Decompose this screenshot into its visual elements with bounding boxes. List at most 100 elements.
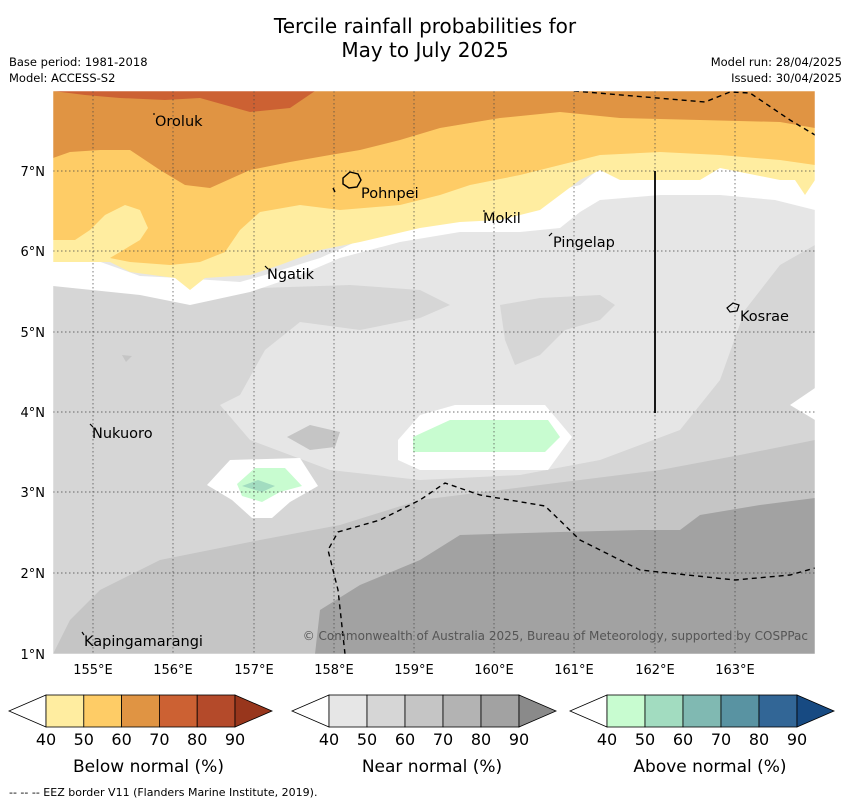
nukuoro-marker-icon: [89, 423, 94, 428]
below-normal-colorbar-swatch: [158, 694, 198, 728]
above-normal-colorbar-label: 40: [597, 730, 617, 749]
near-normal-70-zone: [315, 498, 815, 654]
mokil-marker-icon: [483, 210, 485, 212]
near-normal-colorbar-label: 40: [319, 730, 339, 749]
ngatik-marker-icon: [264, 265, 269, 270]
below-normal-colorbar-swatch: [196, 694, 236, 728]
near-normal-colorbar-label: 70: [433, 730, 453, 749]
above-normal-colorbar-label: 90: [787, 730, 807, 749]
neutral-band-north: [53, 165, 815, 305]
lon-tick-163: 163°E: [715, 663, 755, 678]
near-normal-colorbar-swatch: [328, 694, 368, 728]
below-normal-colorbar-label: 60: [111, 730, 131, 749]
place-label-kapingamarangi: Kapingamarangi: [84, 634, 203, 650]
near-normal-50-patch: [500, 295, 615, 365]
near-normal-colorbar-label: 60: [395, 730, 415, 749]
eez-footer-note: -- -- -- EEZ border V11 (Flanders Marine…: [9, 786, 318, 799]
issued-date: Issued: 30/04/2025: [731, 71, 842, 85]
above-normal-colorbar-low-arrow: [568, 694, 608, 728]
above-normal-colorbar-label: 80: [749, 730, 769, 749]
place-label-kosrae: Kosrae: [740, 309, 789, 325]
lat-tick-4: 4°N: [21, 406, 46, 421]
near-normal-60-speck: [122, 355, 132, 362]
below-normal-colorbar-label: 40: [36, 730, 56, 749]
below-normal-colorbar-label: 80: [187, 730, 207, 749]
ant-atoll-icon: [332, 187, 336, 193]
above-normal-colorbar-swatch: [758, 694, 798, 728]
lon-tick-155: 155°E: [73, 663, 113, 678]
place-label-ngatik: Ngatik: [267, 267, 315, 283]
neutral-patch-east: [790, 388, 815, 420]
below-normal-colorbar-swatch: [45, 694, 85, 728]
pingelap-marker-icon: [548, 232, 553, 237]
base-period: Base period: 1981-2018: [9, 55, 148, 69]
above-normal-colorbar-label: 60: [673, 730, 693, 749]
model-name: Model: ACCESS-S2: [9, 71, 116, 85]
below-normal-colorbar-title: Below normal (%): [73, 757, 224, 777]
near-normal-colorbar-swatch: [442, 694, 482, 728]
below-normal-colorbar-high-arrow: [234, 694, 274, 728]
near-normal-colorbar-label: 90: [509, 730, 529, 749]
place-label-pingelap: Pingelap: [553, 235, 615, 251]
near-normal-colorbar-swatch: [404, 694, 444, 728]
below-normal-colorbar-swatch: [83, 694, 123, 728]
below-normal-colorbar-label: 90: [225, 730, 245, 749]
near-normal-colorbar-low-arrow: [290, 694, 330, 728]
lat-tick-3: 3°N: [21, 486, 46, 501]
near-normal-colorbar-title: Near normal (%): [362, 757, 502, 777]
lat-tick-5: 5°N: [21, 326, 46, 341]
lat-tick-6: 6°N: [21, 245, 46, 260]
above-normal-colorbar-label: 50: [635, 730, 655, 749]
near-normal-colorbar-label: 50: [357, 730, 377, 749]
lat-tick-2: 2°N: [21, 567, 46, 582]
lat-tick-7: 7°N: [21, 165, 46, 180]
lon-tick-160: 160°E: [474, 663, 514, 678]
near-normal-60-patch: [287, 425, 340, 450]
place-label-pohnpei: Pohnpei: [361, 186, 419, 202]
above-normal-colorbar-swatch: [720, 694, 760, 728]
lon-tick-161: 161°E: [554, 663, 594, 678]
above-normal-colorbar-swatch: [606, 694, 646, 728]
above-normal-colorbar-high-arrow: [796, 694, 836, 728]
above-normal-40-east: [413, 420, 560, 452]
below-normal-colorbar-low-arrow: [7, 694, 47, 728]
lon-tick-156: 156°E: [153, 663, 193, 678]
lat-tick-1: 1°N: [21, 648, 46, 663]
above-normal-colorbar-swatch: [682, 694, 722, 728]
kapingamarangi-marker-icon: [81, 631, 85, 636]
lon-tick-158: 158°E: [314, 663, 354, 678]
title-line-1: Tercile rainfall probabilities for: [273, 14, 577, 38]
pohnpei-island-icon: [342, 171, 362, 189]
eez-borders: [327, 91, 815, 654]
lat-axis: 7°N 6°N 5°N 4°N 3°N 2°N 1°N: [21, 165, 46, 663]
below-normal-70-zone: [53, 91, 315, 112]
meta-right: Model run: 28/04/2025 Issued: 30/04/2025: [711, 54, 842, 86]
near-normal-colorbar-swatch: [480, 694, 520, 728]
above-normal-50-west: [242, 480, 275, 492]
lon-tick-159: 159°E: [394, 663, 434, 678]
below-normal-colorbar-label: 70: [149, 730, 169, 749]
above-normal-colorbar-label: 70: [711, 730, 731, 749]
below-normal-colorbar-swatch: [121, 694, 160, 728]
lon-tick-162: 162°E: [635, 663, 675, 678]
place-label-nukuoro: Nukuoro: [92, 426, 153, 442]
meta-left: Base period: 1981-2018 Model: ACCESS-S2: [9, 54, 148, 86]
map-title: Tercile rainfall probabilities for May t…: [0, 14, 850, 62]
above-normal-colorbar-swatch: [644, 694, 684, 728]
lon-axis: 155°E 156°E 157°E 158°E 159°E 160°E 161°…: [73, 663, 755, 678]
above-normal-colorbar-title: Above normal (%): [633, 757, 786, 777]
model-run: Model run: 28/04/2025: [710, 55, 842, 69]
map-area: Oroluk Pohnpei Mokil Pingelap Ngatik Kos…: [53, 91, 815, 654]
kosrae-island-icon: [726, 302, 740, 313]
near-normal-colorbar-swatch: [366, 694, 406, 728]
map-frame: [52, 90, 816, 655]
oroluk-marker-icon: [153, 113, 155, 115]
title-line-2: May to July 2025: [341, 38, 509, 62]
below-normal-60-zone: [53, 91, 815, 188]
below-normal-colorbar-label: 50: [74, 730, 94, 749]
near-normal-colorbar-high-arrow: [518, 694, 558, 728]
place-label-mokil: Mokil: [483, 211, 521, 227]
near-normal-colorbar-label: 80: [471, 730, 491, 749]
